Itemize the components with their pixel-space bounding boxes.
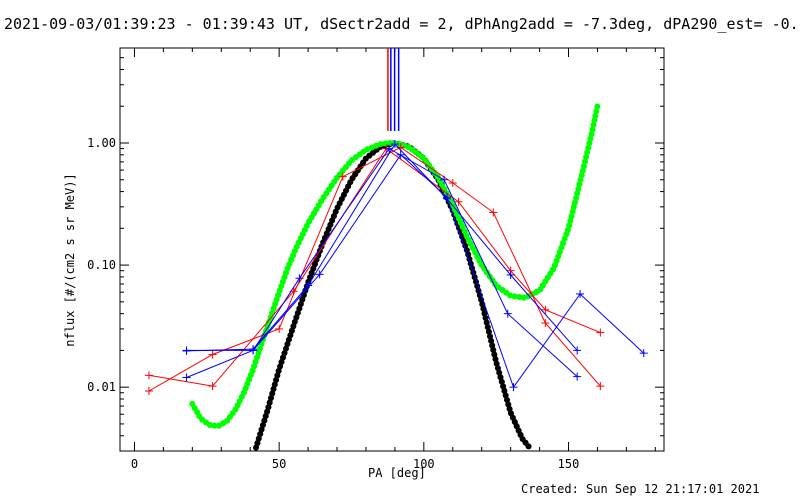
plus-marker [576,289,585,298]
plus-marker [509,383,518,392]
plus-marker [208,382,217,391]
x-tick-label: 100 [413,457,435,471]
plus-marker [454,197,463,206]
plus-marker [440,175,449,184]
plus-marker [541,319,550,328]
plus-marker [144,371,153,380]
plus-marker [249,345,258,354]
plus-marker [208,350,217,359]
plus-marker [596,328,605,337]
plus-marker [315,270,324,279]
y-tick-label: 1.00 [87,136,116,150]
plus-marker [390,140,399,149]
plus-marker [596,382,605,391]
plus-marker [573,346,582,355]
plus-marker [182,373,191,382]
plus-marker [541,305,550,314]
plus-marker [442,194,451,203]
plus-marker [573,372,582,381]
x-tick-label: 50 [272,457,286,471]
plus-marker [506,270,515,279]
y-tick-label: 0.10 [87,258,116,272]
x-tick-label: 0 [131,457,138,471]
plus-marker [295,274,304,283]
series-line [186,143,578,352]
plus-marker [639,349,648,358]
black-fit-curve [253,139,534,453]
plus-marker [396,150,405,159]
series-line [186,154,645,389]
x-axis-label: PA [deg] [368,466,426,480]
plus-marker [144,387,153,396]
chart-title: 2021-09-03/01:39:23 - 01:39:43 UT, dSect… [4,15,800,33]
plot-frame [119,47,665,452]
series-line [148,146,601,392]
plus-marker [448,179,457,188]
plus-marker [489,208,498,217]
plus-marker [182,346,191,355]
plus-marker [338,172,347,181]
plus-marker [275,324,284,333]
plus-marker [304,281,313,290]
created-timestamp: Created: Sun Sep 12 21:17:01 2021 [521,482,760,496]
y-tick-label: 0.01 [87,380,116,394]
green-fit-curve [189,103,601,430]
plus-marker [503,309,512,318]
x-tick-label: 150 [558,457,580,471]
